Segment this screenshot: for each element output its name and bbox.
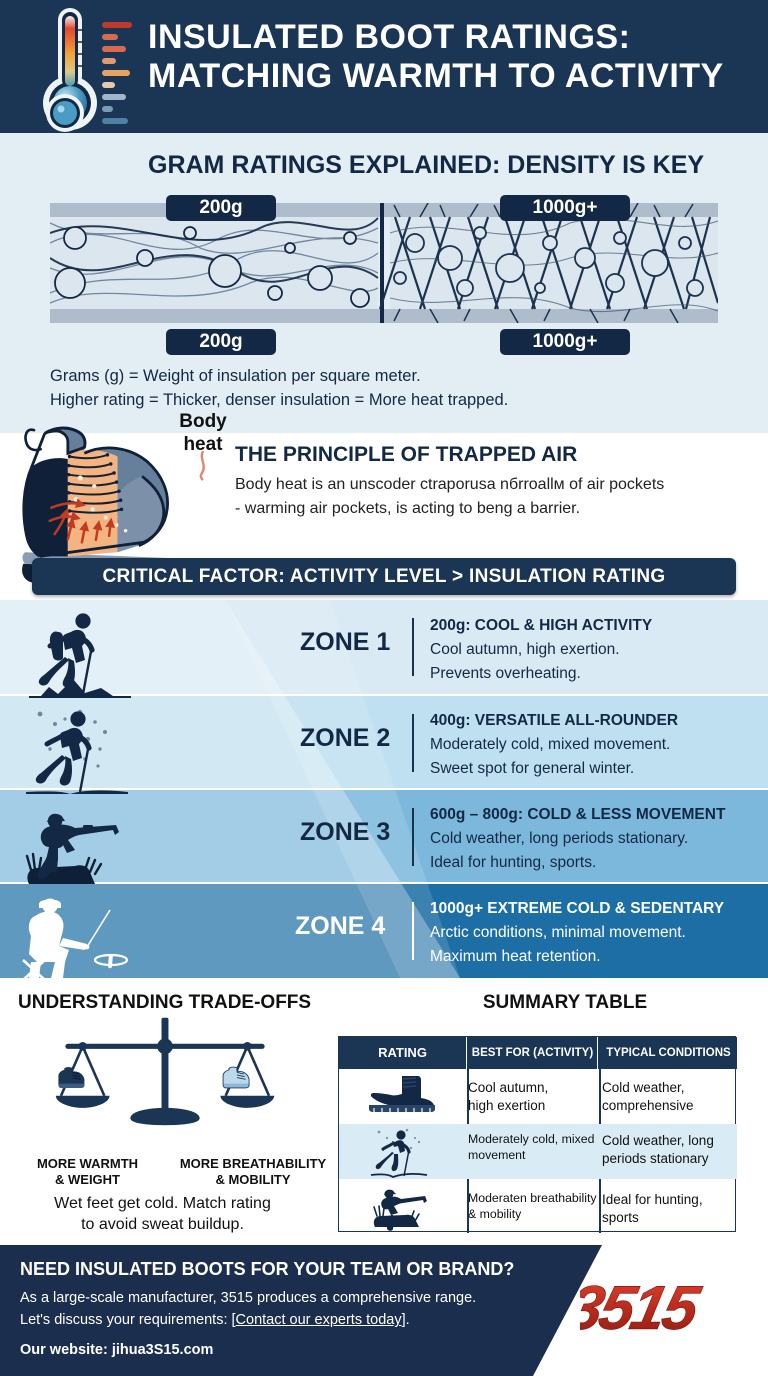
svg-text:3515: 3515 — [580, 1275, 706, 1343]
